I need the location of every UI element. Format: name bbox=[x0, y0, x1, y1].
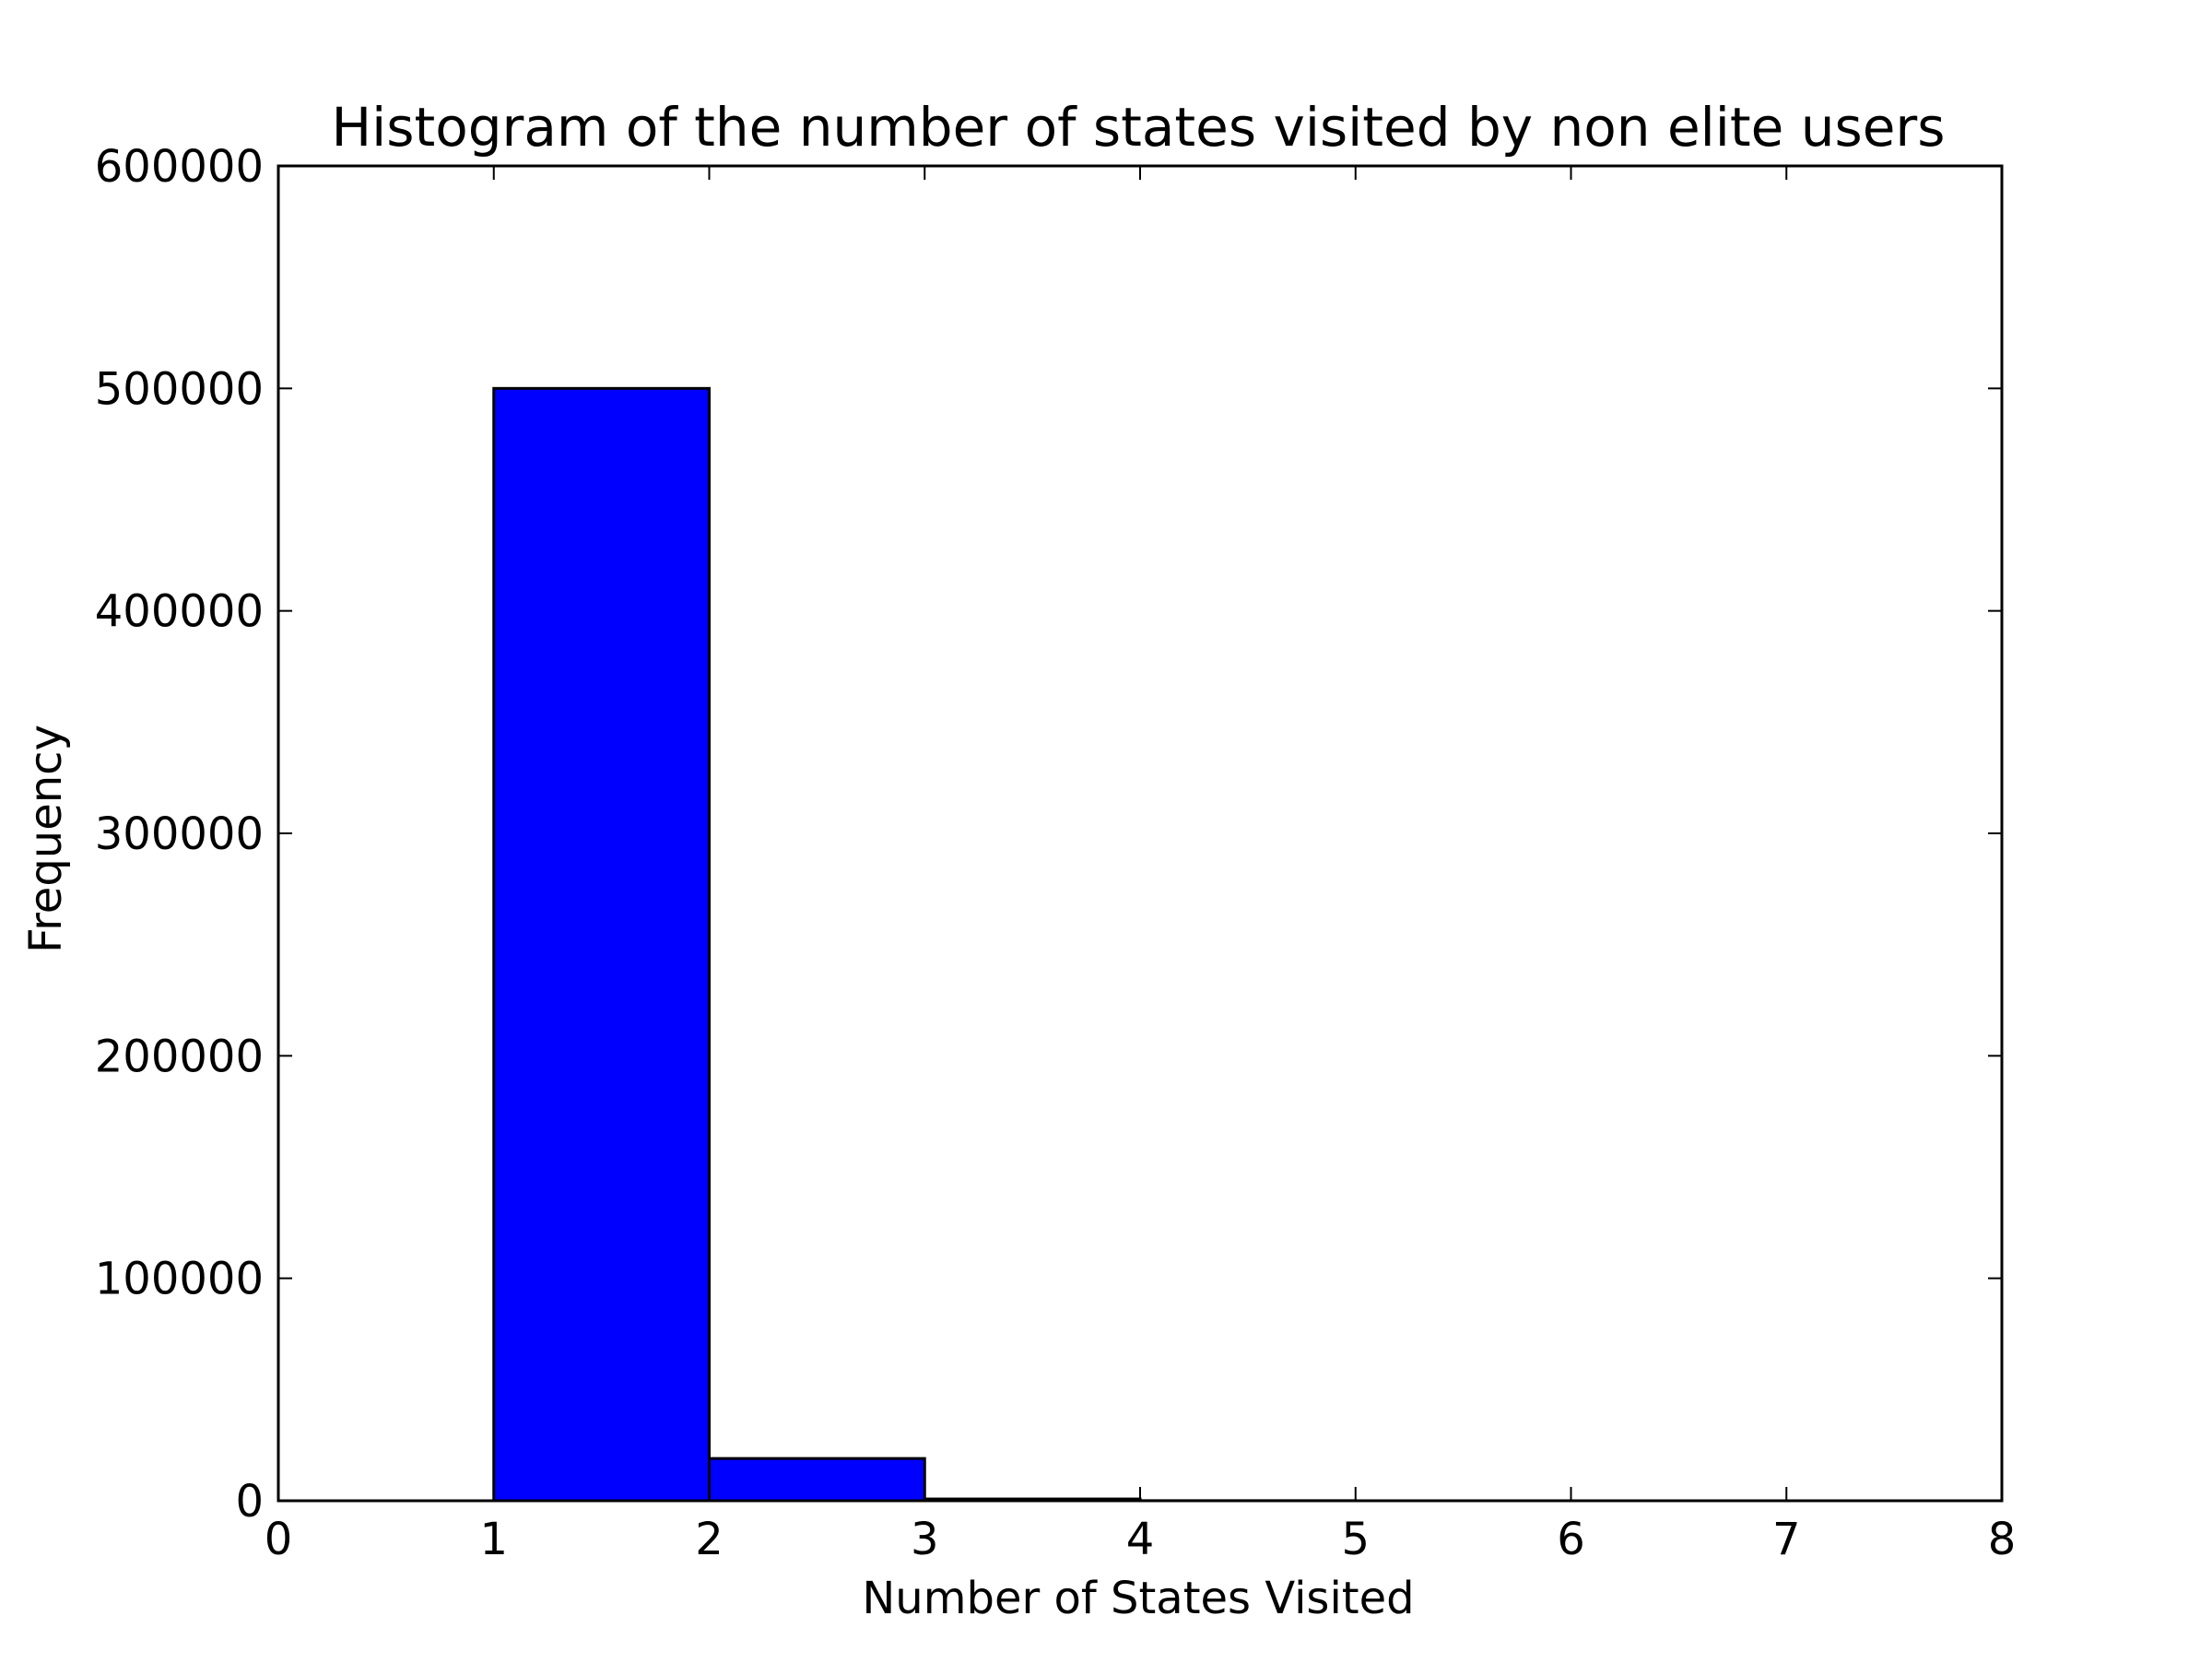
y-tick-label-0: 0 bbox=[235, 1476, 264, 1527]
ticks-layer: 0 1 2 3 4 5 6 7 8 0 100000 200000 300000 400000 500000… bbox=[95, 141, 2017, 1565]
y-tick-label-2: 200000 bbox=[95, 1031, 264, 1082]
x-tick-label-0: 0 bbox=[265, 1514, 293, 1565]
x-tick-label-3: 3 bbox=[911, 1514, 939, 1565]
y-axis-label: Frequency bbox=[20, 725, 72, 953]
x-tick-label-1: 1 bbox=[479, 1514, 508, 1565]
x-tick-label-6: 6 bbox=[1557, 1514, 1585, 1565]
y-tick-label-5: 500000 bbox=[95, 363, 264, 415]
x-tick-label-8: 8 bbox=[1988, 1514, 2017, 1565]
y-tick-label-6: 600000 bbox=[95, 141, 264, 193]
x-tick-label-7: 7 bbox=[1772, 1514, 1801, 1565]
histogram-bar-1 bbox=[494, 388, 710, 1501]
x-tick-label-5: 5 bbox=[1341, 1514, 1370, 1565]
bars-layer bbox=[494, 388, 2002, 1501]
y-tick-label-4: 400000 bbox=[95, 586, 264, 638]
x-tick-label-4: 4 bbox=[1126, 1514, 1155, 1565]
x-tick-label-2: 2 bbox=[695, 1514, 724, 1565]
y-tick-label-3: 300000 bbox=[95, 808, 264, 860]
histogram-bar-2 bbox=[710, 1458, 925, 1501]
y-tick-label-1: 100000 bbox=[95, 1254, 264, 1305]
chart-title: Histogram of the number of states visite… bbox=[332, 96, 1946, 159]
x-axis-label: Number of States Visited bbox=[862, 1573, 1414, 1624]
